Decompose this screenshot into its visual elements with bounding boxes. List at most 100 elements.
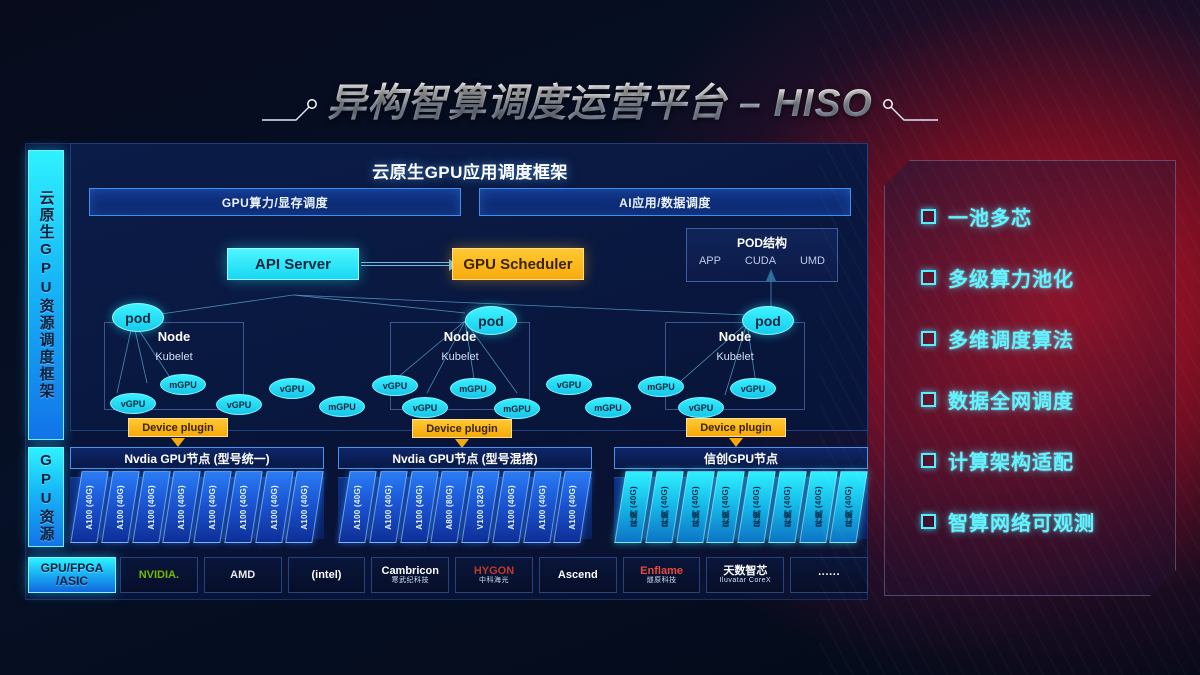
gpu-column-2-header: Nvdia GPU节点 (型号混搭) <box>338 447 592 469</box>
pod-2[interactable]: pod <box>465 306 517 335</box>
vgpu-loose-3[interactable]: vGPU <box>546 374 592 395</box>
device-plugin-3[interactable]: Device plugin <box>686 418 786 437</box>
vendor-logo-name: Ascend <box>557 569 598 581</box>
node-group-2-kubelet: Kubelet <box>441 351 479 363</box>
device-plugin-2[interactable]: Device plugin <box>412 419 512 438</box>
vgpu-2-3[interactable]: vGPU <box>402 397 448 418</box>
checkbox-icon <box>921 514 936 529</box>
mgpu-3-1[interactable]: mGPU <box>638 376 684 397</box>
gpu-column-3: 信创GPU节点 昇腾 (40G) 昇腾 (40G) 昇腾 (40G) 昇腾 (40G)… <box>614 441 868 547</box>
vgpu-1-3[interactable]: vGPU <box>216 394 262 415</box>
api-server-node[interactable]: API Server <box>227 248 359 280</box>
device-plugin-2-arrow-icon <box>455 439 469 448</box>
node-group-3-kubelet: Kubelet <box>716 351 754 363</box>
feature-item-label: 计算架构适配 <box>948 451 1074 474</box>
asic-line-2: /ASIC <box>55 574 88 588</box>
vendor-logo[interactable]: ······ <box>790 557 869 593</box>
pod-structure-item-umd: UMD <box>799 255 826 267</box>
sidebar-label-gpu-resource-text: GPU资源 <box>37 451 55 543</box>
feature-item[interactable]: 智算网络可观测 <box>921 504 1171 538</box>
gpu-card-label: A100 (40G) <box>207 484 217 530</box>
gpu-card-label: A100 (40G) <box>537 484 547 530</box>
feature-item[interactable]: 多维调度算法 <box>921 321 1171 355</box>
gpu-card-label: A100 (40G) <box>177 484 187 530</box>
mgpu-1-2[interactable]: mGPU <box>160 374 206 395</box>
feature-item-label: 一池多芯 <box>948 207 1032 230</box>
vendor-logo-name: NVIDIA. <box>138 569 180 581</box>
pill-ai-data-scheduling[interactable]: AI应用/数据调度 <box>479 188 851 216</box>
node-group-3-title: Node <box>718 329 752 344</box>
gpu-card-label: 昇腾 (40G) <box>721 486 731 528</box>
vgpu-3-2[interactable]: vGPU <box>678 397 724 418</box>
asic-line-1: GPU/FPGA <box>40 561 104 575</box>
gpu-column-2: Nvdia GPU节点 (型号混搭) A100 (40G) A100 (40G) A… <box>338 441 592 547</box>
title-decoration-left-icon <box>262 99 317 121</box>
mgpu-2-4[interactable]: mGPU <box>494 398 540 419</box>
vgpu-1-1[interactable]: vGPU <box>110 393 156 414</box>
gpu-resource-section: Nvdia GPU节点 (型号统一) A100 (40G) A100 (40G) A… <box>70 441 868 547</box>
vendor-logo[interactable]: Ascend <box>538 557 617 593</box>
vendor-logo-name: ······ <box>818 569 841 581</box>
feature-item-label: 多级算力池化 <box>948 268 1074 291</box>
vendor-logo[interactable]: NVIDIA. <box>120 557 198 593</box>
vendor-logo[interactable]: HYGON 中科海光 <box>455 557 533 593</box>
checkbox-icon <box>921 209 936 224</box>
title-block: 异构智算调度运营平台 – HISO <box>0 72 1200 130</box>
feature-panel: 一池多芯多级算力池化多维调度算法数据全网调度 计算架构适配 智算网络可观测 <box>884 160 1176 596</box>
feature-item-label: 数据全网调度 <box>948 390 1074 413</box>
checkbox-icon <box>921 331 936 346</box>
panel-notch-decoration <box>1177 451 1189 521</box>
vendor-logo[interactable]: Enflame 燧原科技 <box>622 557 701 593</box>
gpu-card-label: A100 (40G) <box>300 484 310 530</box>
vendor-logo-name: AMD <box>230 569 256 581</box>
vgpu-loose-1[interactable]: vGPU <box>269 378 315 399</box>
vgpu-loose-4[interactable]: mGPU <box>585 397 631 418</box>
vendor-logo[interactable]: (intel) <box>287 557 366 593</box>
page-title: 异构智算调度运营平台 – HISO <box>327 72 873 128</box>
vendor-logo-name: (intel) <box>311 569 342 581</box>
vgpu-3-3[interactable]: vGPU <box>730 378 776 399</box>
pod-structure-item-cuda: CUDA <box>744 255 777 267</box>
title-decoration-right-icon <box>883 99 938 121</box>
sidebar-label-gpu-resource: GPU资源 <box>28 447 64 547</box>
device-plugin-1[interactable]: Device plugin <box>128 418 228 437</box>
node-group-2: Node Kubelet <box>390 322 530 410</box>
pod-structure-title: POD结构 <box>736 236 787 250</box>
feature-item[interactable]: 数据全网调度 <box>921 382 1171 416</box>
vendor-logo[interactable]: 天数智芯 Iluvatar CoreX <box>706 557 785 593</box>
feature-item[interactable]: 计算架构适配 <box>921 443 1171 477</box>
sidebar-label-framework: 云原生GPU资源调度框架 <box>28 150 64 440</box>
device-plugin-1-arrow-icon <box>171 438 185 447</box>
node-group-1-kubelet: Kubelet <box>155 351 193 363</box>
pod-1[interactable]: pod <box>112 303 164 332</box>
gpu-scheduler-node[interactable]: GPU Scheduler <box>452 248 584 280</box>
pill-gpu-compute-scheduling[interactable]: GPU算力/显存调度 <box>89 188 461 216</box>
node-group-1: Node Kubelet <box>104 322 244 410</box>
feature-item[interactable]: 多级算力池化 <box>921 260 1171 294</box>
gpu-card-label: A100 (40G) <box>352 484 362 530</box>
gpu-card-label: 昇腾 (40G) <box>782 486 792 528</box>
pod-3[interactable]: pod <box>742 306 794 335</box>
gpu-column-1: Nvdia GPU节点 (型号统一) A100 (40G) A100 (40G) A… <box>70 441 324 547</box>
feature-item[interactable]: 一池多芯 <box>921 199 1171 233</box>
mgpu-loose-2[interactable]: mGPU <box>319 396 365 417</box>
vendor-logo[interactable]: AMD <box>203 557 282 593</box>
gpu-card-label: A100 (40G) <box>269 484 279 530</box>
sidebar-label-asic: GPU/FPGA /ASIC <box>28 557 116 593</box>
feature-item-label: 智算网络可观测 <box>948 512 1095 535</box>
gpu-card-label: A100 (40G) <box>84 484 94 530</box>
device-plugin-3-arrow-icon <box>729 438 743 447</box>
checkbox-icon <box>921 453 936 468</box>
node-group-2-title: Node <box>443 329 477 344</box>
vgpu-2-1[interactable]: vGPU <box>372 375 418 396</box>
gpu-card-label: 昇腾 (40G) <box>628 486 638 528</box>
gpu-card-label: 昇腾 (40G) <box>844 486 854 528</box>
vendor-logo-sub: 寒武纪科技 <box>391 577 429 584</box>
pod-structure-item-app: APP <box>698 255 721 267</box>
checkbox-icon <box>921 270 936 285</box>
pod-structure-box: POD结构 APP CUDA UMD <box>686 228 838 282</box>
gpu-card-label: A100 (40G) <box>414 484 424 530</box>
mgpu-2-2[interactable]: mGPU <box>450 378 496 399</box>
vendor-logo[interactable]: Cambricon 寒武纪科技 <box>371 557 450 593</box>
